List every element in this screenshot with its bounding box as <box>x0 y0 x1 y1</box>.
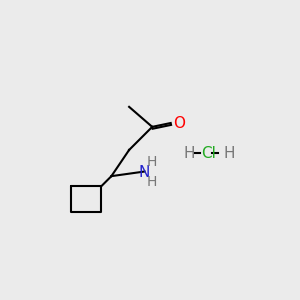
Text: H: H <box>183 146 195 160</box>
Text: O: O <box>173 116 185 130</box>
Text: H: H <box>223 146 235 160</box>
Text: H: H <box>147 175 158 189</box>
Text: Cl: Cl <box>202 146 216 160</box>
Text: H: H <box>147 155 158 169</box>
Text: N: N <box>139 165 150 180</box>
